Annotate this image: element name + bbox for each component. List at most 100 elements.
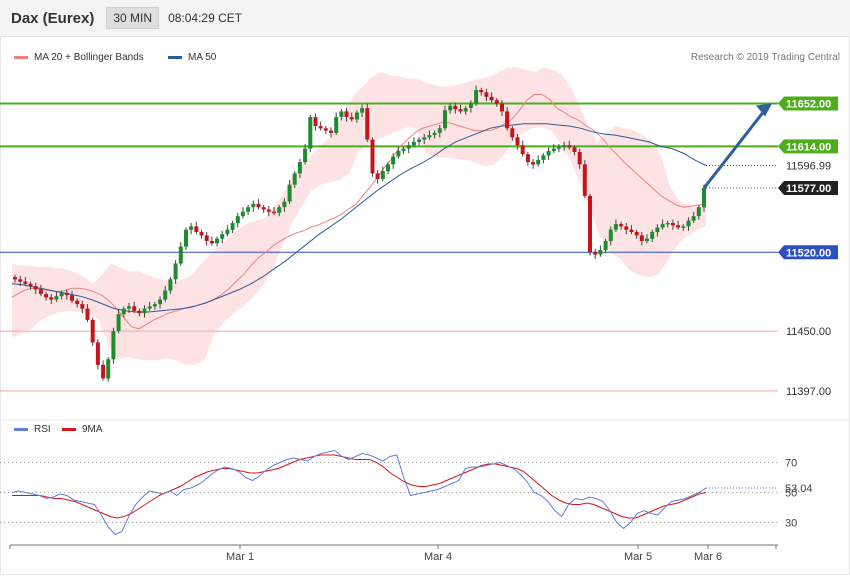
price-tag-bg [778,139,838,154]
candle-body [132,306,137,311]
price-tag-bg [778,181,838,196]
candle-body [443,110,447,129]
candle-body [49,297,54,300]
candle-body [603,241,608,250]
candle-body [515,137,520,146]
candle-body [505,111,510,129]
candle-body [520,145,525,155]
candle-body [215,238,219,244]
price-tag-label: 11596.99 [786,161,831,173]
legend-swatch-ma50 [168,56,182,59]
candle-body [536,159,541,165]
price-tag-label: 11397.00 [786,386,831,398]
legend-rsi: RSI [14,424,51,435]
candle-body [152,304,157,307]
candle-body [287,184,292,202]
candle-body [551,148,556,151]
price-tag-bg [778,245,838,260]
legend-swatch-rsi [14,428,28,431]
candle-body [297,162,302,174]
candle-body [365,108,370,140]
timestamp: 08:04:29 CET [168,11,243,25]
chart-header: Dax (Eurex) 30 MIN 08:04:29 CET [0,0,850,37]
candle-body [380,171,385,179]
candle-body [546,150,551,156]
candle-body [313,117,318,127]
candle-body [38,289,43,294]
x-tick-label: Mar 1 [226,551,254,563]
rsi-line [11,449,707,536]
candle-body [665,223,670,225]
legend-9ma: 9MA [62,424,103,435]
price-tag-label: 11577.00 [786,183,831,195]
legend-ma50-label: MA 50 [188,52,217,63]
timeframe-badge[interactable]: 30 MIN [106,7,160,29]
price-level-tag: 11397.00 [786,386,831,398]
candle-body [220,234,225,239]
candle-body [95,342,100,365]
candle-body [329,130,333,133]
candle-body [375,173,380,179]
candle-body [582,164,587,196]
candle-body [556,146,561,149]
price-level-tag: 11450.00 [786,326,831,338]
candle-body [525,154,530,163]
candle-body [59,292,64,297]
candle-body [101,364,106,379]
candle-body [629,229,634,232]
candle-body [33,286,38,290]
candle-body [90,319,95,343]
candle-body [251,203,256,208]
candle-body [163,290,168,300]
x-tick-label: Mar 4 [424,551,452,563]
candle-body [344,111,349,117]
candle-body [401,148,406,151]
arrow-head-icon [756,103,772,117]
candle-body [54,296,59,300]
candle-body [396,150,401,157]
candle-body [158,299,163,305]
candle-body [240,211,245,217]
candle-body [500,103,504,112]
candle-body [702,188,706,208]
candle-body [189,226,194,230]
candle-body [111,331,116,360]
candle-body [173,263,178,280]
candle-body [318,126,323,129]
candle-body [339,111,344,117]
candle-body [598,250,603,255]
ma20-line [11,94,707,330]
candle-body [634,232,639,236]
candle-body [541,155,546,160]
candle-body [613,224,618,230]
candle-body [406,145,411,149]
candle-body [619,224,624,227]
legend-ma50: MA 50 [168,52,216,63]
x-tick-label: Mar 5 [624,551,652,563]
candle-body [85,308,90,320]
candle-body [463,108,468,112]
candle-body [427,135,432,138]
candle-body [137,310,142,314]
candle-body [323,128,328,131]
candle-body [225,229,230,235]
candle-body [562,145,567,147]
candle-body [292,173,297,185]
candle-body [80,304,85,309]
candle-body [266,209,271,212]
candle-body [282,201,287,208]
candle-body [147,306,152,309]
candle-body [468,103,473,108]
candle-body [510,128,515,138]
price-level-tag: 11652.00 [778,96,838,111]
price-tag-label: 11450.00 [786,326,831,338]
price-tag-label: 11520.00 [786,247,831,259]
candle-body [44,294,49,298]
x-tick-label: Mar 6 [694,551,722,563]
candle-body [246,207,251,212]
candle-body [479,90,484,93]
candle-body [432,132,437,136]
candle-body [235,216,240,223]
legend-swatch-9ma [62,428,76,431]
